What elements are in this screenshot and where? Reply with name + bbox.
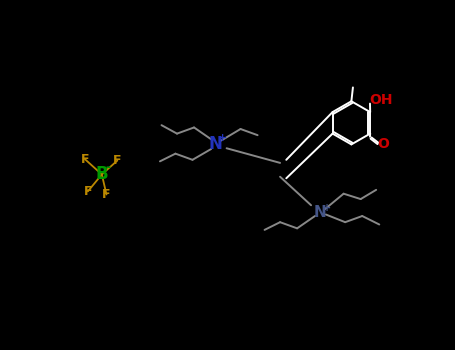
Text: F: F [81,153,89,166]
Text: B: B [96,166,108,183]
Text: +: + [218,133,228,143]
Text: F: F [84,185,92,198]
Text: -: - [106,161,111,174]
Text: F: F [102,188,111,201]
Text: N: N [314,205,327,220]
Text: OH: OH [369,93,393,107]
Text: O: O [377,136,389,150]
Text: F: F [113,154,121,167]
Text: +: + [323,203,331,212]
Text: N: N [209,135,222,153]
